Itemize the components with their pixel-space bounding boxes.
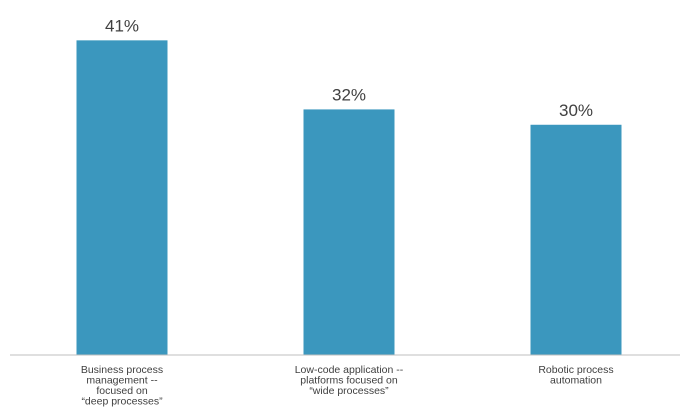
bar-1 xyxy=(76,40,168,355)
category-label-1-line-4: “deep processes” xyxy=(81,396,163,408)
category-label-3-line-1: Robotic process xyxy=(538,364,613,376)
category-label-1-line-1: Business process xyxy=(81,364,163,376)
bar-3 xyxy=(530,124,622,355)
category-label-1-line-3: focused on xyxy=(96,385,148,397)
bars-group xyxy=(76,40,622,355)
category-label-2-line-1: Low-code application -- xyxy=(295,364,404,376)
category-label-1-line-2: management -- xyxy=(86,375,158,387)
value-label-2: 32% xyxy=(332,85,366,104)
value-label-3: 30% xyxy=(559,101,593,120)
category-label-2-line-3: “wide processes” xyxy=(309,385,389,397)
category-label-3-line-2: automation xyxy=(550,375,602,387)
value-labels-group: 41% 32% 30% xyxy=(105,16,593,119)
value-label-1: 41% xyxy=(105,16,139,35)
bar-2 xyxy=(303,109,395,355)
category-label-2-line-2: platforms focused on xyxy=(300,375,398,387)
